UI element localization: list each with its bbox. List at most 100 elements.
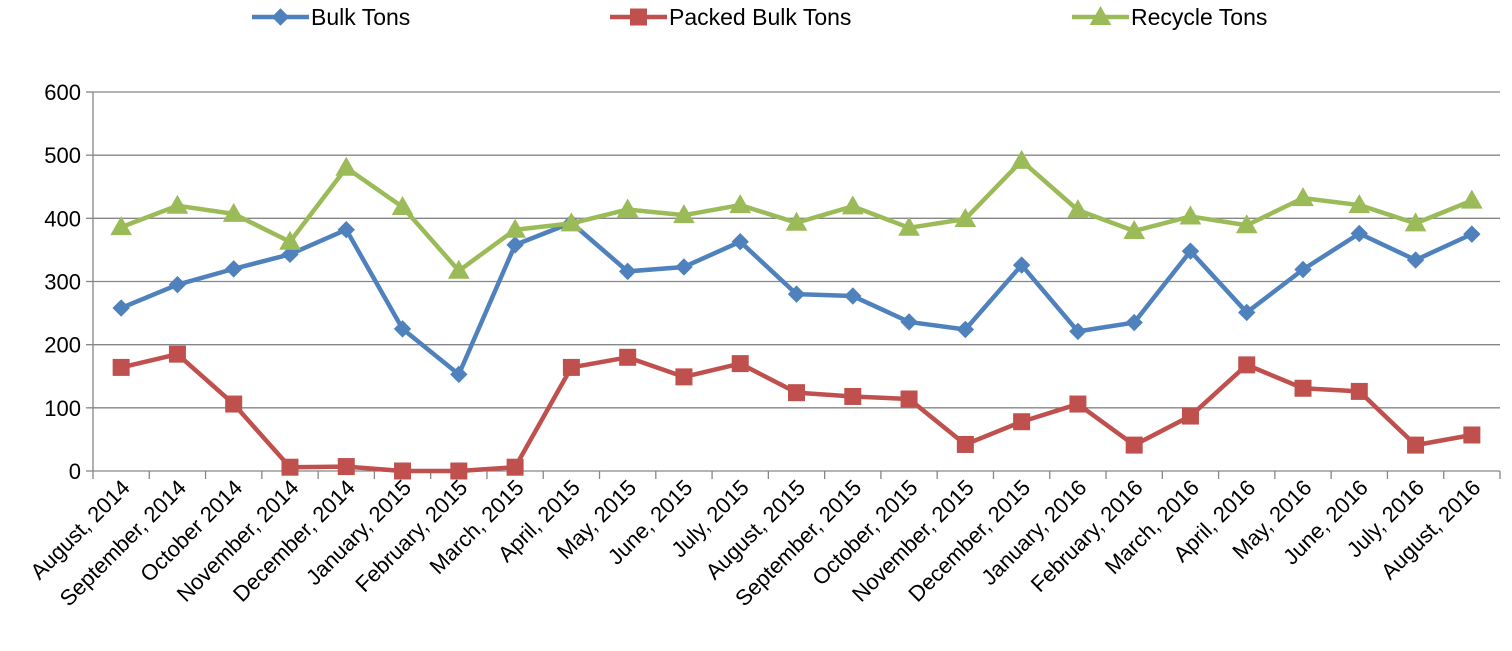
data-point: [504, 218, 526, 238]
data-point: [1012, 256, 1031, 274]
data-point: [785, 211, 808, 231]
data-point: [450, 365, 468, 384]
data-point: [1294, 260, 1312, 279]
data-point: [450, 462, 468, 480]
data-point: [166, 194, 189, 214]
data-point: [1463, 426, 1481, 444]
data-point: [394, 462, 412, 480]
data-point: [1181, 242, 1200, 260]
data-point: [168, 345, 186, 363]
data-point: [110, 216, 133, 236]
data-point: [112, 299, 130, 317]
data-point: [1069, 322, 1087, 341]
legend-label: Bulk Tons: [311, 4, 410, 30]
legend-marker: [630, 8, 647, 26]
data-point: [1292, 187, 1314, 207]
data-point: [1350, 224, 1369, 243]
y-tick-label: 200: [44, 333, 81, 358]
y-tick-label: 400: [44, 206, 81, 231]
data-point: [731, 355, 749, 373]
y-tick-label: 600: [44, 80, 81, 105]
data-point: [1460, 189, 1483, 209]
data-point: [841, 195, 864, 215]
data-point: [787, 285, 806, 303]
data-point: [281, 245, 299, 264]
data-point: [844, 387, 862, 405]
data-point: [112, 358, 130, 376]
data-point: [1294, 379, 1312, 397]
data-point: [844, 287, 862, 305]
data-point: [673, 204, 695, 224]
series-packed-bulk-tons: [112, 345, 1481, 480]
data-point: [337, 458, 355, 476]
data-point: [1125, 436, 1143, 454]
data-point: [1235, 214, 1258, 234]
data-point: [675, 368, 693, 386]
series-bulk-tons: [112, 214, 1481, 384]
data-point: [1404, 212, 1427, 232]
data-point: [222, 202, 245, 222]
legend-entry: Packed Bulk Tons: [610, 4, 851, 30]
y-tick-labels: 0 100 200 300 400 500 600: [44, 80, 81, 484]
data-point: [393, 320, 412, 338]
data-point: [900, 390, 918, 408]
data-point: [1069, 395, 1087, 413]
data-point: [1348, 194, 1371, 214]
legend-entry: Recycle Tons: [1072, 4, 1267, 30]
data-point: [1350, 382, 1368, 400]
legend-label: Recycle Tons: [1131, 4, 1267, 30]
data-point: [731, 232, 749, 251]
data-point: [898, 216, 920, 236]
legend-marker: [271, 8, 290, 26]
series-recycle-tons: [110, 149, 1483, 279]
data-point: [956, 320, 975, 339]
data-point: [506, 458, 524, 476]
data-point: [1181, 407, 1199, 425]
data-point: [562, 358, 580, 376]
axes: [86, 91, 1501, 479]
x-tick-label: August, 2016: [1376, 475, 1485, 584]
data-point: [1013, 413, 1031, 431]
data-point: [1067, 199, 1089, 219]
data-point: [1238, 356, 1256, 374]
data-point: [1406, 251, 1425, 269]
data-point: [447, 259, 470, 279]
data-point: [281, 458, 299, 476]
data-point: [619, 348, 637, 366]
data-point: [279, 230, 301, 250]
data-point: [1463, 225, 1481, 243]
y-tick-label: 300: [44, 270, 81, 295]
data-point: [337, 220, 355, 239]
series-group: [110, 149, 1483, 480]
data-point: [900, 313, 918, 331]
y-tick-label: 0: [69, 459, 81, 484]
legend-marker: [1089, 5, 1112, 25]
data-point: [1125, 313, 1143, 332]
data-point: [1123, 219, 1146, 239]
data-point: [168, 275, 187, 294]
data-point: [560, 212, 583, 232]
data-point: [616, 198, 639, 218]
data-point: [224, 260, 243, 278]
data-point: [729, 194, 752, 214]
data-point: [1407, 436, 1425, 454]
data-point: [335, 156, 358, 176]
legend-label: Packed Bulk Tons: [669, 4, 851, 30]
data-point: [788, 384, 805, 402]
data-point: [1179, 205, 1202, 225]
legend-entry: Bulk Tons: [252, 4, 410, 30]
gridlines: [93, 91, 1500, 409]
y-tick-label: 500: [44, 143, 81, 168]
data-point: [1238, 303, 1256, 322]
data-point: [225, 395, 243, 413]
data-point: [506, 236, 524, 254]
data-point: [954, 207, 977, 227]
y-tick-label: 100: [44, 396, 81, 421]
data-point: [618, 262, 637, 281]
series-line: [118, 351, 1475, 474]
data-point: [1010, 149, 1033, 169]
legend: Bulk Tons Packed Bulk Tons Recycle Tons: [252, 4, 1267, 30]
